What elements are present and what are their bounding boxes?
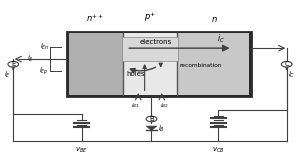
Text: $p^{+}$: $p^{+}$ <box>144 11 156 24</box>
Bar <box>123 33 177 95</box>
Circle shape <box>146 116 157 122</box>
Bar <box>69 33 123 95</box>
Text: holes: holes <box>126 70 145 76</box>
Polygon shape <box>146 126 157 131</box>
Text: $n$: $n$ <box>211 15 217 24</box>
Text: $v_{BE}$: $v_{BE}$ <box>75 146 88 155</box>
Text: recombination: recombination <box>180 64 222 68</box>
Text: $i_E$: $i_E$ <box>27 54 34 64</box>
Text: $i_C$: $i_C$ <box>218 33 225 45</box>
Text: C: C <box>284 61 289 67</box>
Text: $v_{CB}$: $v_{CB}$ <box>212 146 225 155</box>
Text: $i_C$: $i_C$ <box>288 70 296 80</box>
Text: B: B <box>149 116 154 122</box>
Text: $i_B$: $i_B$ <box>158 124 165 134</box>
Text: $i_{En}$: $i_{En}$ <box>40 42 49 52</box>
Bar <box>67 32 251 96</box>
Text: $n^{++}$: $n^{++}$ <box>86 13 104 24</box>
Text: E: E <box>11 61 16 67</box>
Text: $i_E$: $i_E$ <box>4 70 11 80</box>
Circle shape <box>8 61 19 67</box>
Text: $i_{Ep}$: $i_{Ep}$ <box>40 66 49 77</box>
Bar <box>122 36 178 61</box>
Text: electrons: electrons <box>139 39 172 45</box>
Bar <box>135 94 165 98</box>
Bar <box>177 33 249 95</box>
Text: $i_{B2}$: $i_{B2}$ <box>160 101 169 110</box>
Text: $i_{B1}$: $i_{B1}$ <box>131 101 140 110</box>
Circle shape <box>281 61 292 67</box>
